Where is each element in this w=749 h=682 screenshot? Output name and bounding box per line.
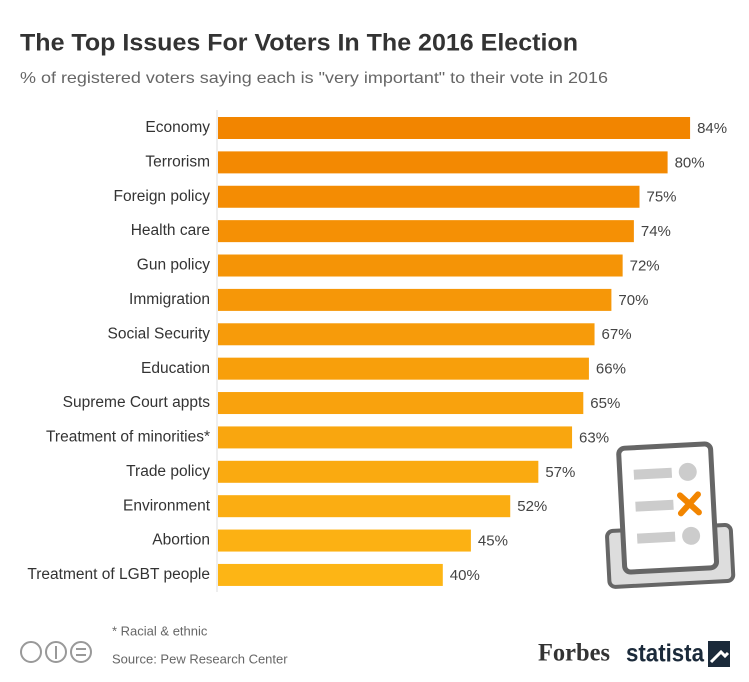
category-label: Terrorism <box>145 153 210 170</box>
bar <box>218 426 573 449</box>
statista-logo-mark <box>709 649 730 664</box>
bar <box>218 563 443 586</box>
category-label: Social Security <box>107 325 210 342</box>
bar <box>218 392 584 415</box>
bar <box>218 529 471 552</box>
icon-dot <box>682 526 701 545</box>
bar <box>218 460 539 483</box>
bar <box>218 254 623 277</box>
bar <box>218 495 511 518</box>
value-label: 84% <box>697 120 727 137</box>
category-label: Immigration <box>129 291 210 308</box>
category-label: Education <box>141 360 210 377</box>
value-label: 72% <box>630 257 660 274</box>
category-label: Treatment of minorities* <box>46 429 210 446</box>
value-label: 70% <box>618 292 648 309</box>
icon-dot <box>678 462 697 481</box>
category-label: Economy <box>145 119 210 136</box>
value-label: 63% <box>579 429 609 446</box>
value-label: 75% <box>647 189 677 206</box>
bar <box>218 357 589 380</box>
category-label: Abortion <box>152 532 210 549</box>
value-label: 40% <box>450 567 480 584</box>
value-label: 66% <box>596 361 626 378</box>
ballot-icon <box>605 441 736 589</box>
bar <box>218 185 640 208</box>
nd-icon <box>70 641 92 663</box>
by-icon <box>45 641 67 663</box>
category-label: Supreme Court appts <box>63 394 211 411</box>
license-icons <box>20 641 92 663</box>
value-label: 45% <box>478 533 508 550</box>
bar <box>218 117 691 139</box>
value-label: 74% <box>641 223 671 240</box>
bar <box>218 220 634 243</box>
category-label: Treatment of LGBT people <box>27 566 210 583</box>
value-label: 67% <box>602 326 632 343</box>
bar <box>218 323 595 346</box>
bars: Economy 84% Terrorism 80% Foreign policy 75% H… <box>27 117 727 586</box>
value-label: 52% <box>517 498 547 515</box>
chart-title: The Top Issues For Voters In The 2016 El… <box>20 29 578 56</box>
value-label: 57% <box>545 464 575 481</box>
source: Source: Pew Research Center <box>112 651 288 666</box>
category-label: Environment <box>123 497 211 514</box>
bar <box>218 151 668 174</box>
category-label: Health care <box>131 222 210 239</box>
icon-cross <box>676 491 702 517</box>
brand-forbes: Forbes <box>538 640 610 667</box>
cc-icon <box>20 641 42 663</box>
category-label: Trade policy <box>126 463 210 480</box>
bar <box>218 288 612 311</box>
brand-statista: statista <box>626 640 705 668</box>
icon-line <box>633 467 673 480</box>
icon-glyph <box>55 646 86 659</box>
category-label: Gun policy <box>137 257 210 274</box>
icon-line <box>635 499 674 512</box>
value-label: 65% <box>590 395 620 412</box>
chart-subtitle: % of registered voters saying each is "v… <box>20 70 608 87</box>
value-label: 80% <box>675 154 705 171</box>
icon-line <box>636 531 676 544</box>
category-label: Foreign policy <box>114 188 211 205</box>
footnote: * Racial & ethnic <box>112 623 208 638</box>
